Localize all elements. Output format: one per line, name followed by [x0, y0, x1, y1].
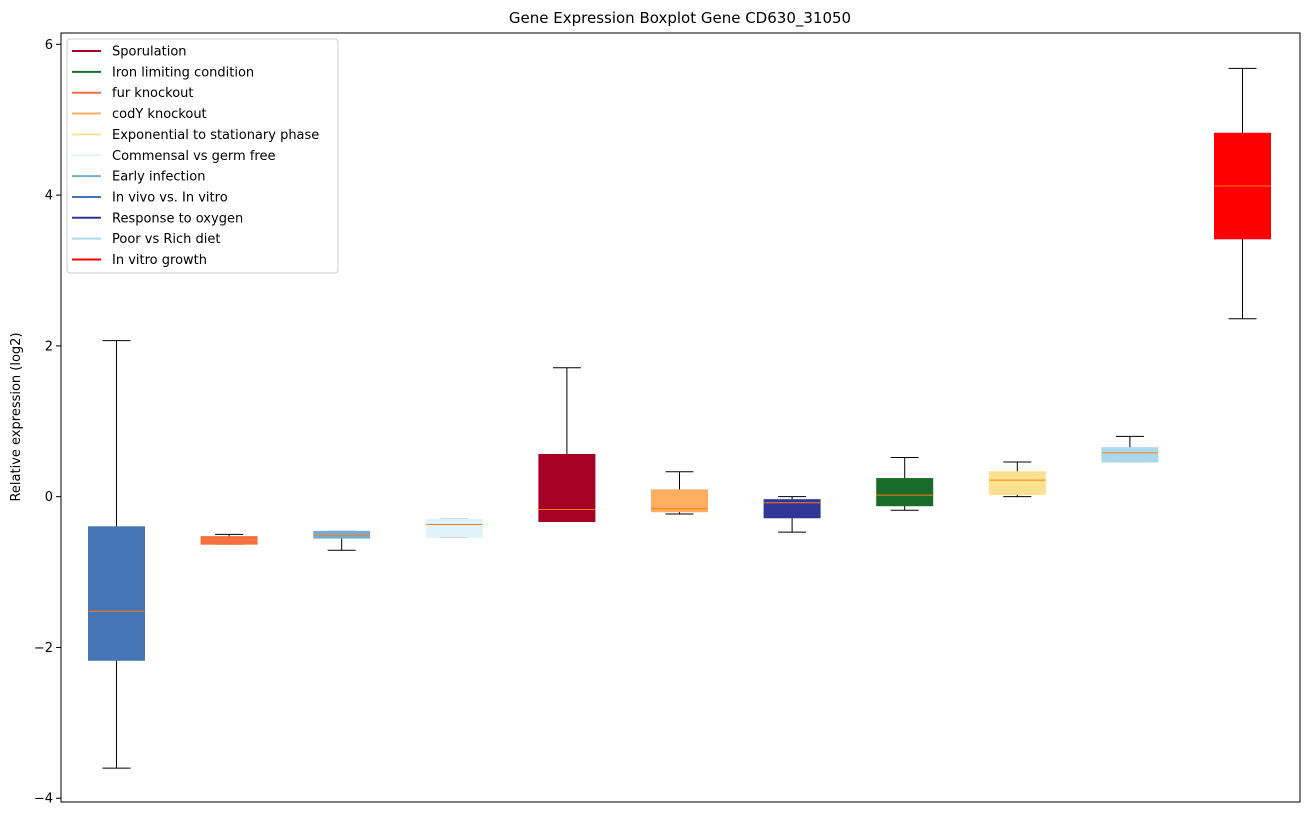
- legend-item: Sporulation: [72, 45, 187, 60]
- legend-label: fur knockout: [112, 86, 194, 101]
- box-exponential-to-stationary-phase: [988, 461, 1046, 498]
- y-tick-label: 0: [45, 490, 53, 505]
- box-body: [651, 489, 708, 513]
- y-tick-label: 4: [45, 189, 53, 204]
- box-sporulation: [538, 367, 596, 523]
- legend-item: Early infection: [72, 170, 205, 185]
- box-in-vivo-vs-in-vitro: [88, 340, 145, 769]
- box-in-vitro-growth: [1214, 67, 1271, 320]
- legend-item: In vitro growth: [72, 253, 207, 268]
- legend-frame: [66, 38, 339, 274]
- legend-label: Poor vs Rich diet: [112, 232, 220, 247]
- y-tick-label: 2: [45, 339, 53, 354]
- legend-label: Early infection: [112, 170, 205, 185]
- box-body: [88, 526, 145, 661]
- legend-label: codY knockout: [112, 107, 207, 122]
- box-body: [763, 499, 821, 519]
- y-tick-label: −4: [34, 792, 53, 807]
- box-commensal-vs-germ-free: [425, 518, 483, 538]
- legend-label: Commensal vs germ free: [112, 149, 275, 164]
- legend-item: Response to oxygen: [72, 211, 243, 226]
- legend-item: Commensal vs germ free: [72, 149, 275, 164]
- box-body: [538, 453, 596, 523]
- box-body: [1101, 447, 1159, 463]
- legend-item: In vivo vs. In vitro: [72, 190, 228, 205]
- y-tick-label: −2: [34, 641, 53, 656]
- legend-item: Exponential to stationary phase: [72, 128, 319, 143]
- box-response-to-oxygen: [763, 496, 821, 533]
- legend-label: In vivo vs. In vitro: [112, 190, 228, 205]
- boxes-layer: [88, 67, 1271, 769]
- legend-item: fur knockout: [72, 86, 194, 101]
- legend-item: codY knockout: [72, 107, 207, 122]
- legend: Sporulation Iron limiting condition fur kn…: [66, 38, 339, 274]
- box-body: [425, 518, 483, 538]
- y-axis-ticks: −4 −2 0 2 4 6: [34, 38, 61, 807]
- legend-label: Response to oxygen: [112, 211, 243, 226]
- legend-label: Iron limiting condition: [112, 65, 254, 80]
- box-body: [876, 478, 934, 507]
- legend-label: Exponential to stationary phase: [112, 128, 319, 143]
- y-axis-label: Relative expression (log2): [9, 332, 24, 501]
- box-poor-vs-rich-diet: [1101, 435, 1159, 463]
- box-iron-limiting-condition: [876, 456, 934, 511]
- box-cody-knockout: [651, 471, 708, 515]
- box-early-infection: [313, 530, 371, 551]
- box-body: [988, 471, 1046, 495]
- legend-label: In vitro growth: [112, 253, 207, 268]
- y-tick-label: 6: [45, 38, 53, 53]
- plot-frame: [60, 32, 1301, 803]
- box-body: [200, 536, 258, 545]
- legend-item: Iron limiting condition: [72, 65, 254, 80]
- box-fur-knockout: [200, 533, 258, 545]
- legend-label: Sporulation: [112, 45, 187, 60]
- chart-title: Gene Expression Boxplot Gene CD630_31050: [509, 9, 851, 28]
- legend-item: Poor vs Rich diet: [72, 232, 220, 247]
